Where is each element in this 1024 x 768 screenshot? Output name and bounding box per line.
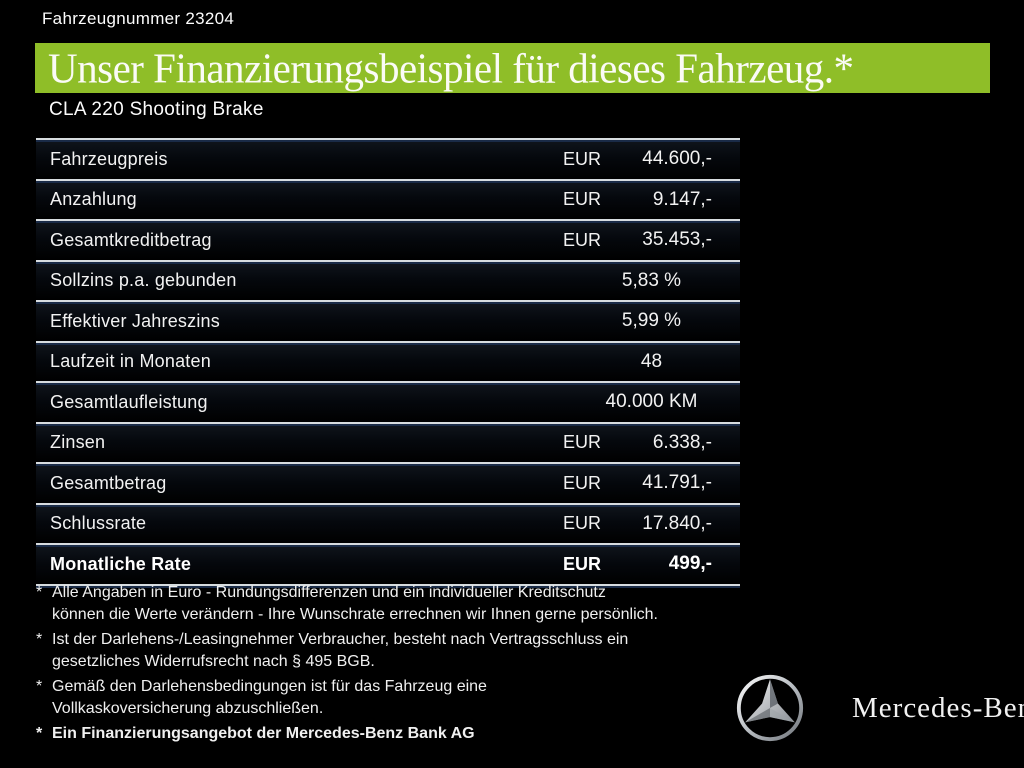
row-value: 17.840,- [642, 512, 712, 534]
currency-label: EUR [563, 513, 602, 534]
table-row: Gesamtbetrag EUR 41.791,- [36, 462, 740, 503]
row-value: 40.000 KM [605, 391, 698, 413]
footnotes: * Alle Angaben in Euro - Rundungsdiffere… [36, 582, 736, 748]
footnote-text: Ein Finanzierungsangebot der Mercedes-Be… [52, 725, 475, 742]
row-value: 48 [640, 350, 663, 372]
row-label: Effektiver Jahreszins [50, 310, 220, 331]
mercedes-star-icon [736, 674, 804, 742]
table-row: Fahrzeugpreis EUR 44.600,- [36, 138, 740, 179]
headline-banner: Unser Finanzierungsbeispiel für dieses F… [35, 43, 990, 93]
footnote-text: Ist der Darlehens-/Leasingnehmer Verbrau… [52, 631, 629, 648]
footnote-marker: * [36, 678, 43, 695]
finance-table: Fahrzeugpreis EUR 44.600,- Anzahlung EUR 9… [36, 138, 740, 586]
brand-wordmark: Mercedes-Benz [852, 691, 1024, 724]
row-label: Gesamtkreditbetrag [50, 229, 212, 250]
row-value: 5,83 % [621, 269, 682, 291]
table-row: Anzahlung EUR 9.147,- [36, 178, 740, 219]
currency-label: EUR [563, 148, 602, 169]
currency-label: EUR [563, 553, 602, 574]
footnote: * Ist der Darlehens-/Leasingnehmer Verbr… [36, 629, 736, 673]
footnote-marker: * [36, 631, 43, 648]
page-title: Unser Finanzierungsbeispiel für dieses F… [48, 44, 854, 92]
footnote-bank-offer: * Ein Finanzierungsangebot der Mercedes-… [36, 723, 736, 745]
table-row: Gesamtlaufleistung 40.000 KM [36, 381, 740, 422]
row-value: 41.791,- [642, 472, 712, 494]
footnote-marker: * [36, 584, 43, 601]
row-label: Fahrzeugpreis [50, 148, 168, 169]
table-bottom-rule [36, 583, 740, 586]
table-row: Effektiver Jahreszins 5,99 % [36, 300, 740, 341]
currency-label: EUR [563, 432, 602, 453]
footnote-text: können die Werte verändern - Ihre Wunsch… [52, 606, 658, 623]
currency-label: EUR [563, 229, 602, 250]
row-value: 9.147,- [652, 188, 712, 210]
brand-area: Mercedes-Benz [735, 673, 1024, 743]
footnote-text: gesetzliches Widerrufsrecht nach § 495 B… [52, 653, 375, 670]
footnote-text: Gemäß den Darlehensbedingungen ist für d… [52, 678, 487, 695]
table-row: Schlussrate EUR 17.840,- [36, 502, 740, 543]
footnote: * Gemäß den Darlehensbedingungen ist für… [36, 676, 736, 720]
row-label: Sollzins p.a. gebunden [50, 270, 237, 291]
row-label: Monatliche Rate [50, 553, 192, 574]
currency-label: EUR [563, 472, 602, 493]
table-row: Zinsen EUR 6.338,- [36, 421, 740, 462]
row-label: Gesamtbetrag [50, 472, 167, 493]
row-value: 6.338,- [652, 431, 712, 453]
footnote-text: Vollkaskoversicherung abzuschließen. [52, 700, 324, 717]
row-value: 44.600,- [642, 148, 712, 170]
row-label: Schlussrate [50, 513, 147, 534]
row-value: 35.453,- [642, 229, 712, 251]
footnote: * Alle Angaben in Euro - Rundungsdiffere… [36, 582, 736, 626]
table-row: Gesamtkreditbetrag EUR 35.453,- [36, 219, 740, 260]
row-label: Zinsen [50, 432, 106, 453]
table-row-monthly-rate: Monatliche Rate EUR 499,- [36, 543, 740, 584]
row-value: 5,99 % [621, 310, 682, 332]
row-value: 499,- [668, 553, 712, 575]
table-row: Sollzins p.a. gebunden 5,83 % [36, 259, 740, 300]
row-label: Gesamtlaufleistung [50, 391, 208, 412]
vehicle-number: Fahrzeugnummer 23204 [42, 9, 235, 28]
footnote-marker: * [36, 725, 43, 742]
footnote-text: Alle Angaben in Euro - Rundungsdifferenz… [52, 584, 606, 601]
currency-label: EUR [563, 189, 602, 210]
table-row: Laufzeit in Monaten 48 [36, 340, 740, 381]
row-label: Laufzeit in Monaten [50, 351, 211, 372]
vehicle-model: CLA 220 Shooting Brake [49, 99, 264, 120]
row-label: Anzahlung [50, 189, 137, 210]
